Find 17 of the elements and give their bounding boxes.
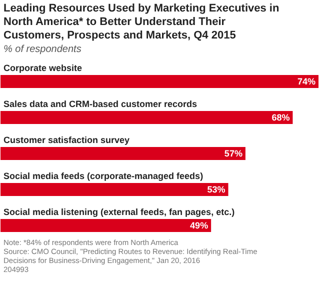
data-label: 53%: [207, 184, 226, 194]
bar: [0, 219, 212, 232]
y-tick-label: Customer satisfaction survey: [4, 135, 130, 145]
y-tick-label: Social media feeds (corporate-managed feeds): [4, 171, 204, 181]
chart-subtitle: % of respondents: [4, 44, 82, 55]
data-label: 68%: [272, 112, 290, 122]
bar: [0, 75, 318, 88]
y-tick-label: Corporate website: [4, 63, 82, 73]
y-tick-label: Social media listening (external feeds, fan pages, etc.): [4, 207, 235, 217]
chart-title: Leading Resources Used by Marketing Executives in North America* to Better Understand Their Customers, Prospects and Markets, Q4 2015: [4, 2, 280, 42]
data-label: 49%: [190, 220, 208, 230]
data-label: 74%: [297, 76, 316, 86]
bar: [0, 147, 246, 160]
data-label: 57%: [224, 148, 242, 158]
y-tick-label: Sales data and CRM-based customer records: [4, 99, 198, 109]
bar: [0, 183, 228, 196]
bar: [0, 111, 293, 124]
